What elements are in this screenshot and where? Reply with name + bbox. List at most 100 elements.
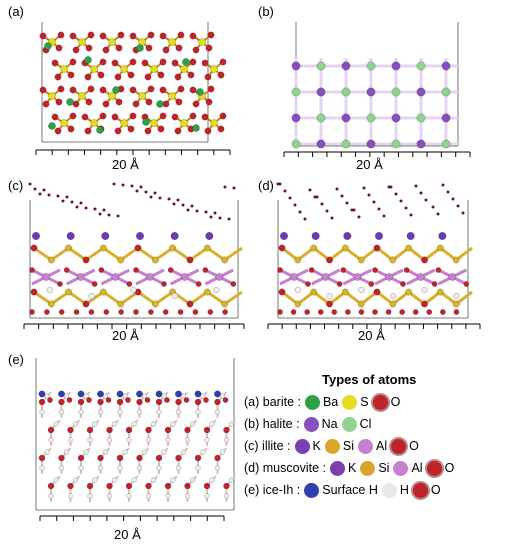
oxygen-atom <box>278 244 286 252</box>
silicon-atom <box>310 288 318 296</box>
Si-O-bond <box>50 290 70 306</box>
hydrogen-atom <box>72 477 79 483</box>
silicon-atom <box>221 256 229 264</box>
hydrogen-atom <box>92 421 98 427</box>
chlorine-atom <box>391 87 401 97</box>
oxygen-atom <box>308 267 315 273</box>
oxygen-atom <box>47 482 55 490</box>
oxygen-atom <box>194 398 202 406</box>
oxygen-atom <box>358 309 365 315</box>
oxygen-atom <box>114 127 122 135</box>
sodium-atom <box>366 139 376 149</box>
oxygen-atom <box>57 281 63 287</box>
legend-row: (b) halite : Na Cl <box>244 414 375 434</box>
oxygen-atom <box>399 309 405 315</box>
atom-color-dot <box>329 460 345 476</box>
water-oxygen <box>308 188 312 192</box>
sulfur-atom <box>90 119 98 127</box>
oxygen-atom <box>177 85 185 93</box>
hydrogen-atom <box>48 493 54 499</box>
water-oxygen <box>84 206 88 210</box>
hydrogen-atom <box>72 421 79 427</box>
water-oxygen <box>218 216 222 220</box>
hydrogen-atom <box>358 286 365 294</box>
panel-a-scale-label: 20 Å <box>112 157 139 172</box>
Si-O-bond <box>119 246 139 262</box>
surface-hydrogen-atom <box>136 390 143 398</box>
silicon-atom <box>452 300 460 308</box>
Si-O-bond <box>154 290 174 306</box>
silicon-atom <box>47 256 55 264</box>
silicon-atom <box>357 256 365 264</box>
oxygen-atom <box>67 71 75 79</box>
chlorine-atom <box>441 139 451 149</box>
oxygen-atom <box>230 281 237 287</box>
oxygen-atom <box>63 267 70 273</box>
oxygen-atom <box>222 309 228 315</box>
hydrogen-atom <box>170 421 176 427</box>
barium-atom <box>96 126 104 134</box>
oxygen-atom <box>189 112 197 120</box>
sulfur-atom <box>168 38 176 46</box>
water-oxygen <box>93 207 97 211</box>
oxygen-atom <box>133 309 139 315</box>
ice-structure <box>35 358 237 521</box>
water-oxygen <box>404 206 408 210</box>
oxygen-atom <box>385 309 392 315</box>
water-oxygen <box>456 204 460 208</box>
sodium-atom <box>366 87 376 97</box>
oxygen-atom <box>421 300 428 308</box>
sulfur-atom <box>198 38 206 46</box>
hydrogen-atom <box>102 393 109 399</box>
silicon-atom <box>203 244 211 252</box>
atom-color-dot <box>358 438 373 454</box>
oxygen-atom <box>87 85 95 93</box>
potassium-atom <box>31 231 41 241</box>
hydrogen-atom <box>78 465 84 471</box>
oxygen-atom <box>205 44 213 52</box>
legend-swatch: K <box>294 438 321 454</box>
oxygen-atom <box>116 454 124 462</box>
oxygen-atom <box>183 397 190 403</box>
sulfur-atom <box>210 65 218 73</box>
oxygen-atom <box>129 112 137 120</box>
chlorine-atom <box>391 139 401 149</box>
oxygen-atom <box>88 309 95 315</box>
panel-e-scale-label: 20 Å <box>114 527 141 542</box>
oxygen-atom <box>187 71 195 79</box>
potassium-atom <box>343 231 352 241</box>
Si-O-bond <box>67 290 87 306</box>
water-oxygen <box>424 198 428 202</box>
oxygen-atom <box>144 73 152 81</box>
legend-atom-name: Si <box>342 439 354 453</box>
oxygen-atom <box>125 397 131 403</box>
water-oxygen <box>283 189 287 193</box>
oxygen-atom <box>205 98 213 106</box>
water-oxygen <box>288 196 292 200</box>
hydrogen-atom <box>150 477 157 483</box>
chlorine-atom <box>341 139 351 149</box>
hydrogen-atom <box>78 409 84 415</box>
Si-O-bond <box>281 290 299 306</box>
oxygen-atom <box>84 127 92 135</box>
oxygen-atom <box>340 267 347 273</box>
oxygen-atom <box>69 112 77 120</box>
water-oxygen <box>112 182 116 186</box>
surface-hydrogen-atom <box>97 390 104 398</box>
oxygen-atom <box>189 58 197 66</box>
aluminium-atom <box>385 273 393 281</box>
oxygen-atom <box>99 58 107 66</box>
hydrogen-atom <box>87 437 93 443</box>
hydrogen-atom <box>180 393 187 399</box>
oxygen-atom <box>426 309 433 315</box>
oxygen-atom <box>38 454 46 462</box>
atom-color-dot <box>372 394 388 410</box>
oxygen-atom <box>155 398 163 406</box>
oxygen-atom <box>223 482 230 490</box>
hydrogen-atom <box>175 465 182 471</box>
legend-atom-name: Surface H <box>322 483 378 497</box>
hydrogen-atom <box>228 421 235 427</box>
oxygen-atom <box>217 125 225 133</box>
water-oxygen <box>176 198 180 202</box>
oxygen-atom <box>373 288 381 296</box>
